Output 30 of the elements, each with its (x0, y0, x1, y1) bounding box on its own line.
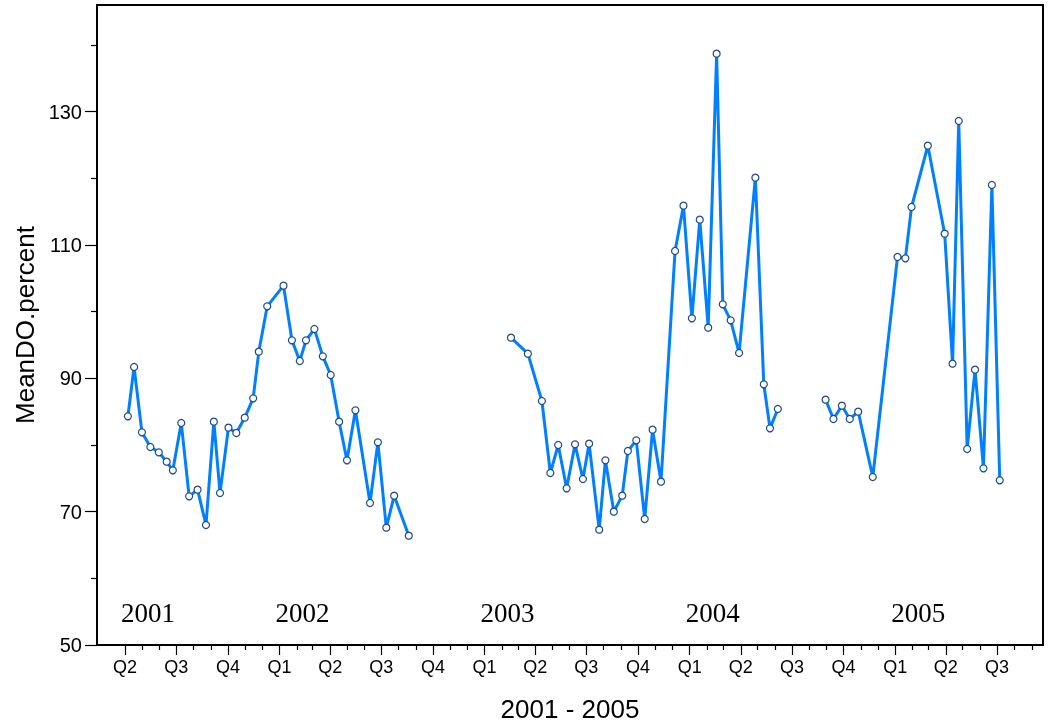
x-tick-label: Q3 (369, 657, 394, 677)
x-tick-label: Q4 (831, 657, 856, 677)
x-tick-label: Q1 (472, 657, 497, 677)
x-tick-label: Q2 (318, 657, 343, 677)
x-tick-label: Q2 (728, 657, 753, 677)
x-axis-title: 2001 - 2005 (500, 694, 640, 724)
x-tick-label: Q4 (215, 657, 240, 677)
x-tick-label: Q1 (267, 657, 292, 677)
x-tick-label: Q4 (625, 657, 650, 677)
y-tick-label: 50 (59, 634, 82, 656)
x-tick-label: Q3 (574, 657, 599, 677)
x-tick-label: Q1 (883, 657, 908, 677)
x-tick-label: Q2 (113, 657, 138, 677)
annotation: 2002 (275, 598, 330, 628)
y-tick-label: 90 (59, 367, 82, 390)
x-tick-label: Q1 (677, 657, 702, 677)
annotation: 2005 (891, 598, 946, 628)
y-tick-label: 70 (59, 500, 82, 523)
y-axis-title: MeanDO.percent (9, 225, 40, 424)
x-tick-label: Q3 (984, 657, 1009, 677)
annotation: 2001 (121, 598, 176, 628)
x-tick-label: Q3 (164, 657, 189, 677)
x-tick-label: Q3 (779, 657, 804, 677)
x-tick-label: Q2 (933, 657, 958, 677)
annotation: 2003 (480, 598, 535, 628)
y-tick-label: 130 (48, 100, 82, 123)
y-tick-label: 110 (50, 234, 82, 256)
x-tick-label: Q4 (420, 657, 445, 677)
x-tick-label: Q2 (523, 657, 548, 677)
annotation: 2004 (685, 598, 741, 628)
